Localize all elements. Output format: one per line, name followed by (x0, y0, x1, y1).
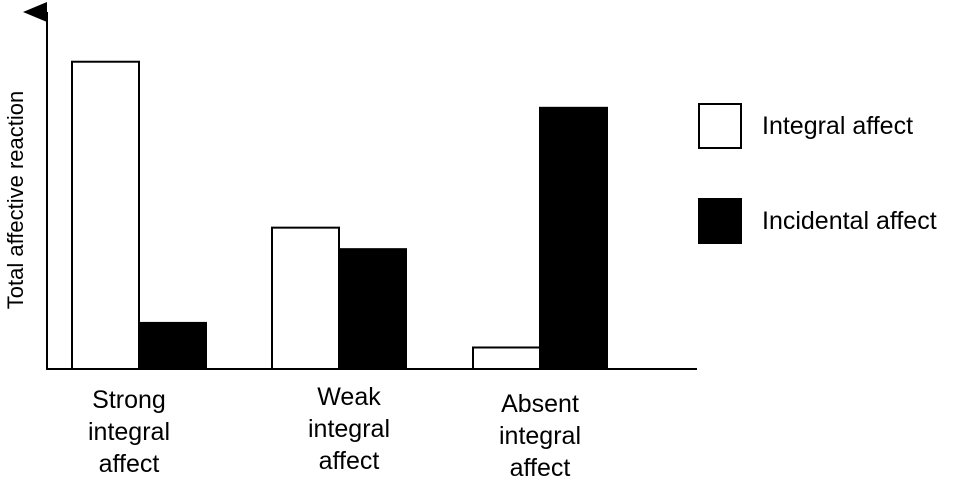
bars-group (71, 60, 608, 371)
category-label-line: Absent (501, 390, 579, 418)
bar-incidental-absent (539, 106, 608, 371)
legend-item-incidental: Incidental affect (698, 196, 937, 246)
bar-incidental-weak (338, 248, 407, 370)
category-label-line: Strong (92, 386, 166, 414)
category-label-line: integral (88, 418, 170, 446)
y-axis-label: Total affective reaction (3, 90, 28, 310)
legend-label-incidental: Incidental affect (762, 206, 937, 235)
bar-integral-strong (71, 60, 140, 371)
category-label-line: affect (98, 450, 160, 478)
category-label-line: integral (499, 422, 581, 450)
legend-label-integral: Integral affect (762, 111, 914, 140)
category-label-line: integral (308, 415, 390, 443)
bar-integral-absent (472, 346, 541, 370)
legend-item-integral: Integral affect (698, 101, 913, 151)
category-label-line: affect (509, 454, 571, 482)
legend-swatch-incidental (698, 198, 742, 244)
bar-integral-weak (271, 226, 340, 370)
category-label-line: Weak (317, 383, 381, 411)
category-label-weak: Weak integral affect (279, 381, 419, 477)
category-label-line: affect (318, 447, 380, 475)
legend-swatch-integral (698, 103, 742, 149)
category-label-absent: Absent integral affect (470, 388, 610, 484)
category-label-strong: Strong integral affect (59, 384, 199, 480)
y-axis-label-container: Total affective reaction (2, 60, 30, 340)
bar-incidental-strong (138, 321, 207, 370)
